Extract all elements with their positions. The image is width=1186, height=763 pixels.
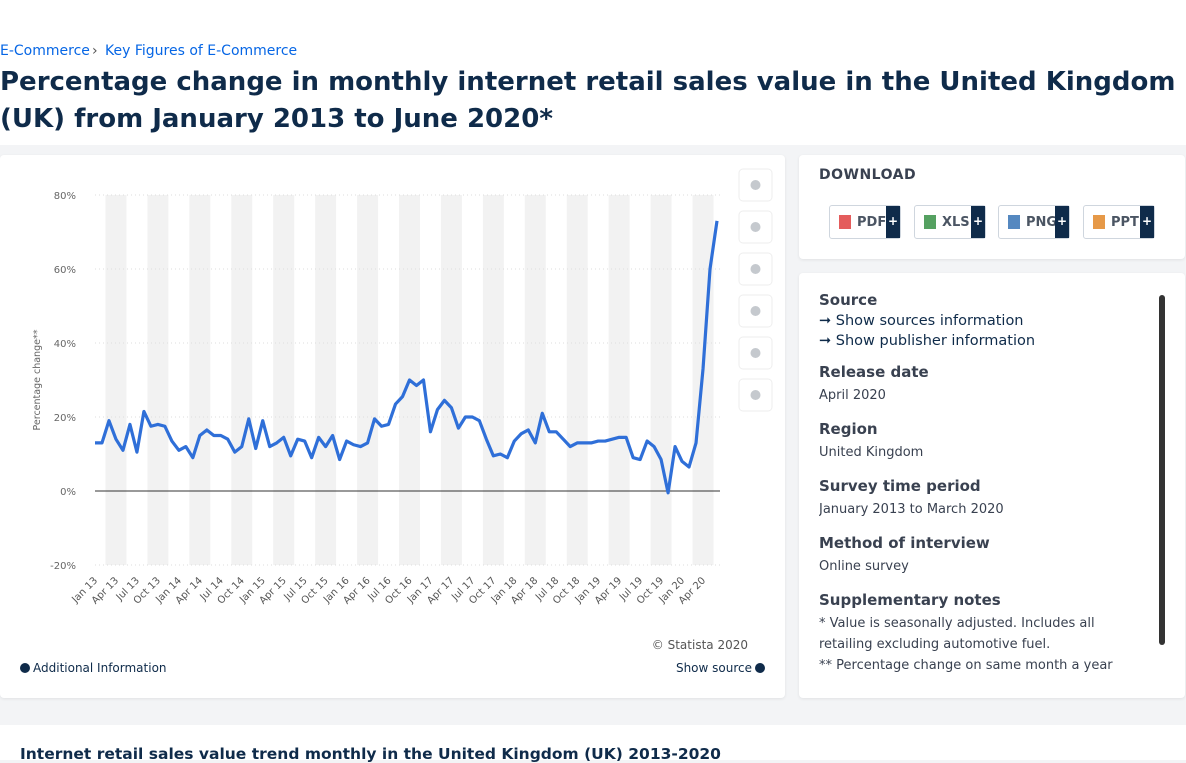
info-link-text[interactable]: Show publisher information [835, 333, 1036, 349]
scrollbar[interactable] [1159, 295, 1165, 645]
info-content: Source ➞ Show sources information ➞ Show… [819, 291, 1149, 679]
stripe [524, 195, 546, 565]
data-line [95, 220, 719, 495]
info-link[interactable]: ➞ Show sources information [819, 313, 1024, 329]
stripe [231, 195, 253, 565]
info-title: Release date [819, 363, 929, 381]
download-button[interactable]: XLS + [914, 205, 986, 239]
stripe [566, 195, 588, 565]
y-tick-label: 0% [60, 487, 76, 498]
y-axis-label: Percentage change** [32, 329, 43, 430]
info-icon [20, 663, 30, 673]
y-tick-label: 40% [54, 339, 76, 350]
stripe [315, 195, 337, 565]
info-title: Survey time period [819, 477, 981, 495]
info-text: April 2020 [819, 388, 886, 403]
file-icon [839, 215, 851, 229]
additional-info: Additional Information [33, 661, 167, 675]
plus: + [1140, 206, 1154, 238]
info-text: United Kingdom [819, 445, 924, 460]
info-title: Supplementary notes [819, 591, 1001, 609]
tool-icon [750, 390, 761, 400]
stripe [650, 195, 672, 565]
page-title: Percentage change in monthly internet re… [0, 67, 1176, 134]
download-label: PPT [1111, 214, 1139, 230]
stripe [482, 195, 504, 565]
chart-panel: -20% 0% 20% 40% 60% 80% Percentage change** Jan… [0, 155, 785, 698]
download-label: PNG [1026, 214, 1058, 230]
info-text: January 2013 to March 2020 [819, 502, 1004, 517]
y-tick-label: -20% [50, 561, 76, 572]
info-link[interactable]: ➞ Show publisher information [819, 333, 1036, 349]
info-link-text[interactable]: Show sources information [835, 313, 1024, 329]
breadcrumb-link[interactable]: E-Commerce [0, 43, 90, 59]
y-tick-label: 80% [54, 191, 76, 202]
file-icon [924, 215, 936, 229]
download-button[interactable]: PDF + [829, 205, 901, 239]
info-panel: Source ➞ Show sources information ➞ Show… [799, 273, 1185, 698]
stripe [189, 195, 211, 565]
info-text: Online survey [819, 559, 909, 574]
breadcrumb-sep: › [92, 43, 98, 59]
plus: + [886, 206, 900, 238]
file-icon [1093, 215, 1105, 229]
info-text: ** Percentage change on same month a yea… [819, 658, 1113, 673]
tool-icon [750, 264, 761, 274]
info-text: * Value is seasonally adjusted. Includes… [819, 616, 1095, 652]
stripe [608, 195, 630, 565]
tool-icon [750, 222, 761, 232]
tool-icon [750, 306, 761, 316]
related-title[interactable]: Internet retail sales value trend monthl… [20, 745, 721, 763]
stripe [440, 195, 462, 565]
download-button[interactable]: PNG + [998, 205, 1070, 239]
download-button[interactable]: PPT + [1083, 205, 1155, 239]
plus: + [1055, 206, 1069, 238]
tool-icon [750, 348, 761, 358]
related-panel: Internet retail sales value trend monthl… [0, 725, 1186, 763]
download-label: XLS [942, 214, 970, 230]
plus: + [971, 206, 985, 238]
info-title: Region [819, 420, 878, 438]
stripe [357, 195, 379, 565]
file-icon [1008, 215, 1020, 229]
info-title: Method of interview [819, 534, 990, 552]
download-label: PDF [857, 214, 887, 230]
y-tick-label: 20% [54, 413, 76, 424]
y-tick-label: 60% [54, 265, 76, 276]
stripe [147, 195, 169, 565]
info-icon [755, 663, 765, 673]
stripe [273, 195, 295, 565]
stripe [105, 195, 127, 565]
header [0, 0, 1186, 145]
breadcrumb-link[interactable]: Key Figures of E-Commerce [105, 43, 298, 59]
credit: © Statista 2020 [652, 638, 748, 652]
info-title: Source [819, 291, 878, 309]
chart: -20%0%20%40%60%80%Percentage change**Jan… [20, 168, 773, 675]
download-title: DOWNLOAD [819, 167, 917, 183]
tool-icon [750, 180, 761, 190]
show-source: Show source [676, 661, 752, 675]
